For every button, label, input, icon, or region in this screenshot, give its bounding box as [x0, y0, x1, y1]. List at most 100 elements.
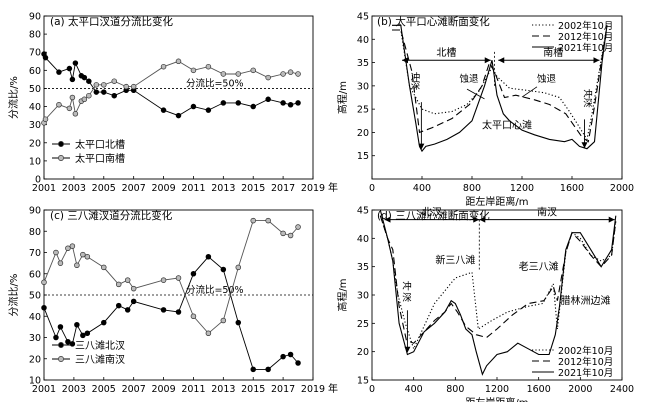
x-tick-label: 1600	[560, 183, 584, 194]
data-point	[235, 100, 242, 106]
data-point	[69, 243, 76, 249]
arrow-head	[581, 142, 588, 149]
chart-title: (a) 太平口汊道分流比变化	[50, 15, 173, 28]
x-tick-label: 2007	[122, 183, 146, 194]
data-point	[74, 322, 80, 328]
data-point	[101, 89, 107, 95]
legend-marker	[58, 141, 64, 147]
series-line-1	[43, 60, 299, 124]
data-point	[160, 107, 167, 113]
data-point	[175, 58, 182, 65]
annotation-south-channel: 南槽	[543, 46, 563, 59]
data-point	[101, 82, 107, 88]
data-point	[80, 251, 86, 258]
data-point	[72, 111, 79, 117]
legend-label: 三八滩北汊	[75, 339, 125, 352]
y-tick-label: 30	[29, 333, 41, 344]
x-tick-label: 2000	[568, 384, 592, 395]
data-point	[175, 275, 182, 281]
data-point	[111, 78, 117, 84]
x-tick-label: 800	[446, 384, 464, 395]
x-tick-label: 2013	[211, 384, 235, 395]
chart-title: (b) 太平口心滩断面变化	[377, 15, 490, 28]
y-tick-label: 90	[29, 206, 41, 217]
y-tick-label: 40	[357, 234, 369, 245]
x-tick-label: 2003	[62, 384, 86, 395]
data-point	[57, 324, 64, 330]
legend-label: 三八滩南汊	[75, 353, 125, 366]
x-tick-label: 2001	[32, 183, 56, 194]
data-point	[220, 71, 227, 77]
chart-panel-3: (d) 三八滩心滩断面变化 15 20 25 30 35 40 45 0 400 800 1200 16…	[336, 206, 634, 402]
y-axis-label: 高程/m	[336, 81, 349, 114]
y-tick-label: 70	[29, 248, 41, 259]
y-tick-label: 25	[357, 319, 369, 330]
data-point	[56, 69, 62, 75]
data-point	[56, 101, 62, 108]
annotation-scour-right-1: 冲	[583, 89, 593, 101]
y-tick-label: 30	[357, 81, 369, 92]
annotation-scour-right-2: 深	[583, 98, 593, 109]
x-tick-label: 2019	[301, 384, 325, 395]
data-point	[101, 319, 107, 326]
annotation-scour-2: 深	[402, 293, 412, 304]
annotation-erosion-left: 蚀退	[460, 73, 480, 85]
x-axis-label: 年	[328, 382, 338, 395]
x-tick-label: 2015	[241, 384, 265, 395]
series-line-0	[43, 256, 299, 370]
legend-label: 太平口北槽	[75, 138, 125, 151]
x-tick-label: 2000	[610, 183, 634, 194]
data-point	[287, 351, 294, 358]
data-point	[65, 245, 71, 252]
x-tick-label: 2017	[271, 183, 295, 194]
x-tick-label: 2007	[122, 384, 146, 395]
x-axis-label: 年	[328, 181, 338, 194]
data-point	[130, 83, 137, 90]
plot-frame	[43, 15, 314, 180]
y-tick-label: 35	[357, 262, 369, 273]
data-point	[295, 224, 301, 230]
annotation-erosion-right: 蚀退	[537, 73, 557, 85]
data-point	[69, 341, 76, 347]
x-tick-label: 2005	[92, 183, 116, 194]
data-point	[250, 67, 256, 74]
x-tick-label: 2001	[32, 384, 56, 395]
annotation-scour-left-2: 深	[411, 81, 421, 92]
x-tick-label: 1200	[485, 384, 509, 395]
data-point	[220, 317, 227, 324]
data-point	[93, 82, 100, 88]
y-tick-label: 60	[29, 269, 41, 280]
data-point	[205, 254, 212, 260]
arrow-head	[404, 346, 411, 353]
legend-marker	[58, 356, 64, 362]
y-tick-label: 35	[357, 58, 369, 69]
annotation-south-branch: 南汊	[537, 206, 557, 219]
x-tick-label: 2019	[301, 183, 325, 194]
x-axis-label: 距左岸距离/m	[465, 396, 528, 402]
data-point	[101, 264, 107, 271]
data-point	[66, 105, 73, 112]
data-point	[280, 353, 286, 360]
y-axis-label: 分流比/%	[7, 76, 20, 119]
annotation-new-bar: 新三八滩	[435, 253, 475, 266]
legend-marker	[58, 155, 64, 161]
data-point	[190, 67, 197, 74]
arrow-head	[593, 57, 600, 64]
annotation-bar-name: 太平口心滩	[482, 119, 532, 132]
annotation-old-bar: 老三八滩	[519, 260, 559, 273]
data-point	[235, 264, 242, 271]
data-point	[280, 71, 286, 77]
data-point	[160, 277, 167, 283]
x-tick-label: 400	[413, 183, 431, 194]
data-point	[69, 76, 76, 83]
data-point	[280, 230, 286, 237]
data-point	[69, 94, 76, 101]
data-point	[175, 112, 182, 119]
chart-title: (d) 三八滩心滩断面变化	[377, 209, 490, 222]
x-tick-label: 2400	[610, 384, 634, 395]
data-point	[220, 100, 227, 106]
data-point	[111, 92, 117, 99]
data-point	[190, 271, 197, 277]
